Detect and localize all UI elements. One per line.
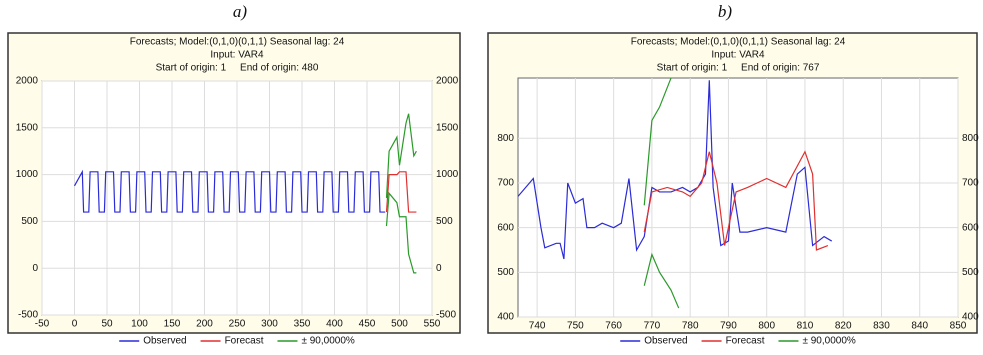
- x-tick-label: 200: [196, 319, 213, 330]
- y-tick-label: 700: [497, 178, 514, 189]
- y2-tick-label: 600: [962, 222, 979, 233]
- legend-label: ± 90,0000%: [802, 336, 855, 347]
- y2-tick-label: 1000: [436, 169, 459, 180]
- x-tick-label: 810: [797, 321, 814, 332]
- y-tick-label: 1500: [16, 122, 39, 133]
- x-tick-label: 740: [529, 321, 546, 332]
- x-tick-label: 850: [950, 321, 967, 332]
- x-tick-label: 820: [835, 321, 852, 332]
- x-tick-label: 350: [294, 319, 311, 330]
- x-tick-label: 300: [261, 319, 278, 330]
- x-tick-label: 780: [682, 321, 699, 332]
- y-tick-label: 1000: [16, 169, 39, 180]
- series-line: [643, 78, 672, 206]
- panel: b) Forecasts; Model:(0,1,0)(0,1,1) Season…: [487, 2, 979, 347]
- y2-tick-label: 400: [962, 312, 979, 323]
- x-tick-label: 100: [131, 319, 148, 330]
- x-tick-label: 0: [72, 319, 78, 330]
- y2-tick-label: 700: [962, 178, 979, 189]
- y-tick-label: 600: [497, 222, 514, 233]
- series-line: [643, 252, 680, 309]
- panel-label: a): [233, 2, 248, 21]
- title-line: Input: VAR4: [711, 50, 765, 61]
- x-tick-label: 550: [424, 319, 441, 330]
- y-tick-label: 2000: [16, 76, 39, 87]
- y-tick-label: 800: [497, 133, 514, 144]
- legend-label: Observed: [143, 336, 186, 347]
- legend-label: Observed: [644, 336, 687, 347]
- legend-label: Forecast: [726, 336, 765, 347]
- legend-label: ± 90,0000%: [301, 336, 354, 347]
- y-tick-label: 0: [32, 263, 38, 274]
- x-tick-label: 770: [644, 321, 661, 332]
- x-tick-label: 790: [720, 321, 737, 332]
- title-line: Start of origin: 1 End of origin: 480: [156, 63, 319, 74]
- x-tick-label: 450: [359, 319, 376, 330]
- x-tick-label: 840: [911, 321, 928, 332]
- legend: Observed Forecast ± 90,0000%: [119, 336, 355, 347]
- y2-tick-label: 500: [436, 216, 453, 227]
- x-tick-label: 500: [391, 319, 408, 330]
- x-tick-label: 800: [758, 321, 775, 332]
- x-tick-label: 50: [101, 319, 113, 330]
- title-line: Forecasts; Model:(0,1,0)(0,1,1) Seasonal…: [631, 37, 846, 48]
- legend-label: Forecast: [225, 336, 264, 347]
- series-line: [643, 150, 829, 251]
- x-tick-label: 400: [326, 319, 343, 330]
- y2-tick-label: 2000: [436, 76, 459, 87]
- legend: Observed Forecast ± 90,0000%: [620, 336, 856, 347]
- x-tick-label: -50: [35, 319, 50, 330]
- y2-tick-label: 1500: [436, 122, 459, 133]
- series-line: [518, 80, 833, 260]
- y-tick-label: 500: [21, 216, 38, 227]
- y-tick-label: 400: [497, 312, 514, 323]
- x-tick-label: 760: [605, 321, 622, 332]
- title-line: Input: VAR4: [210, 50, 264, 61]
- x-tick-label: 150: [164, 319, 181, 330]
- panel-label: b): [718, 2, 733, 21]
- y2-tick-label: 0: [436, 263, 442, 274]
- series-line: [73, 169, 386, 213]
- x-tick-label: 750: [567, 321, 584, 332]
- y2-tick-label: 500: [962, 267, 979, 278]
- series-line: [385, 171, 417, 213]
- series-line: [385, 113, 417, 199]
- y-tick-label: -500: [18, 310, 38, 321]
- title-line: Forecasts; Model:(0,1,0)(0,1,1) Seasonal…: [130, 37, 345, 48]
- y2-tick-label: -500: [436, 310, 456, 321]
- x-tick-label: 830: [873, 321, 890, 332]
- x-tick-label: 250: [229, 319, 246, 330]
- plot-area: [517, 77, 959, 318]
- series-line: [385, 191, 417, 274]
- title-line: Start of origin: 1 End of origin: 767: [657, 63, 820, 74]
- y2-tick-label: 800: [962, 133, 979, 144]
- panel: a) Forecasts; Model:(0,1,0)(0,1,1) Season…: [7, 2, 461, 347]
- y-tick-label: 500: [497, 267, 514, 278]
